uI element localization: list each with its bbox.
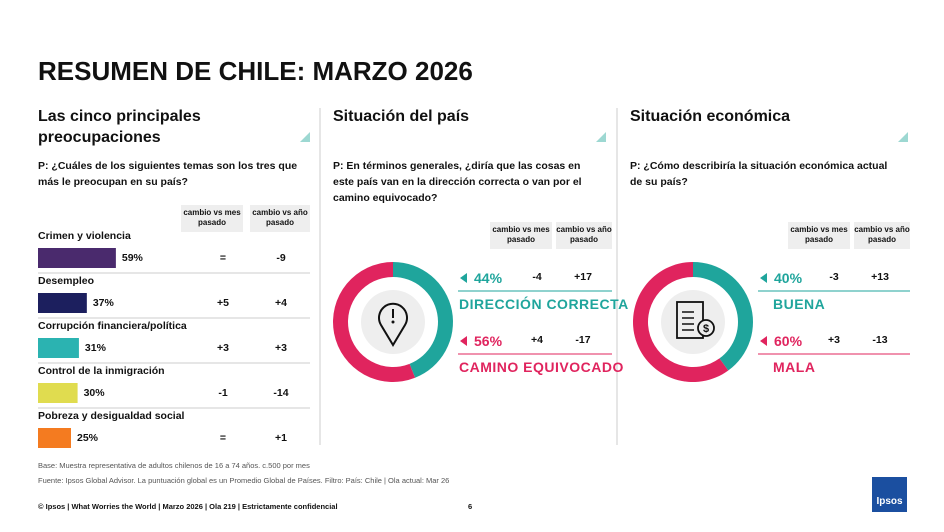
change-month: +3: [828, 334, 840, 346]
change-year: +13: [871, 271, 889, 283]
value-label: 40%: [774, 270, 803, 286]
option-label: DIRECCIÓN CORRECTA: [459, 296, 629, 312]
change-year: +17: [574, 271, 592, 283]
donut-segment: [333, 262, 416, 383]
change-year: +3: [275, 342, 287, 354]
arrow: [460, 336, 467, 346]
change-month: -1: [218, 387, 228, 399]
value-label: 31%: [84, 342, 106, 354]
logo-box: [872, 477, 907, 512]
section-heading: Las cinco principales preocupaciones: [38, 108, 201, 146]
column-header: cambio vs mes pasado: [181, 205, 243, 232]
change-year: -9: [276, 252, 286, 264]
value-label: 25%: [77, 432, 99, 444]
page-number: 6: [468, 502, 473, 511]
item-label: Control de la inmigración: [38, 365, 165, 377]
coin-symbol: $: [703, 323, 709, 335]
coin-icon: [697, 319, 715, 337]
value-label: 30%: [83, 387, 105, 399]
change-year: +1: [275, 432, 287, 444]
change-month: +5: [217, 297, 229, 309]
pin-dot: [391, 320, 395, 324]
change-year: -14: [273, 387, 289, 399]
change-year: +4: [275, 297, 287, 309]
corner-mark: [300, 132, 310, 142]
option-label: CAMINO EQUIVOCADO: [459, 359, 624, 375]
value-label: 60%: [774, 333, 803, 349]
change-year: -17: [575, 334, 591, 346]
bar: [38, 428, 71, 448]
arrow: [760, 273, 767, 283]
source-note: Fuente: Ipsos Global Advisor. La puntuac…: [38, 476, 450, 485]
item-label: Corrupción financiera/política: [38, 320, 187, 332]
arrow: [460, 273, 467, 283]
corner-mark: [898, 132, 908, 142]
change-month: +4: [531, 334, 543, 346]
question: P: En términos generales, ¿diría que las…: [333, 160, 582, 204]
corner-mark: [596, 132, 606, 142]
donut-segment: [393, 262, 454, 378]
donut-segment: [693, 262, 754, 371]
item-label: Crimen y violencia: [38, 230, 131, 242]
change-year: -13: [872, 334, 888, 346]
change-month: +3: [217, 342, 229, 354]
footer: © Ipsos | What Worries the World | Marzo…: [38, 502, 338, 511]
donut-segment: [633, 262, 729, 382]
change-month: =: [219, 432, 227, 444]
section-heading: Situación del país: [333, 108, 470, 125]
icon-bg: [661, 290, 725, 354]
option-label: MALA: [773, 359, 816, 375]
pin-icon: [378, 302, 408, 347]
question: P: ¿Cómo describiría la situación económ…: [630, 160, 888, 188]
column-header: cambio vs año pasado: [854, 222, 910, 249]
value-label: 59%: [121, 252, 143, 264]
bar: [38, 248, 116, 268]
value-label: 44%: [474, 270, 503, 286]
question: P: ¿Cuáles de los siguientes temas son l…: [38, 160, 298, 188]
column-header: cambio vs mes pasado: [490, 222, 552, 249]
item-label: Desempleo: [38, 275, 95, 287]
column-header: cambio vs mes pasado: [788, 222, 850, 249]
bar: [38, 293, 87, 313]
value-label: 56%: [474, 333, 503, 349]
bar: [38, 338, 79, 358]
value-label: 37%: [92, 297, 114, 309]
column-header: cambio vs año pasado: [556, 222, 612, 249]
column-header: cambio vs año pasado: [250, 205, 310, 232]
bar: [38, 383, 78, 403]
option-label: BUENA: [773, 296, 826, 312]
logo: Ipsos: [876, 496, 903, 507]
base-note: Base: Muestra representativa de adultos …: [38, 461, 310, 470]
arrow: [760, 336, 767, 346]
change-month: -3: [829, 271, 839, 283]
change-month: -4: [532, 271, 542, 283]
section-heading: Situación económica: [630, 108, 791, 125]
item-label: Pobreza y desigualdad social: [38, 410, 185, 422]
change-month: =: [219, 252, 227, 264]
slide-title: RESUMEN DE CHILE: MARZO 2026: [38, 56, 473, 86]
